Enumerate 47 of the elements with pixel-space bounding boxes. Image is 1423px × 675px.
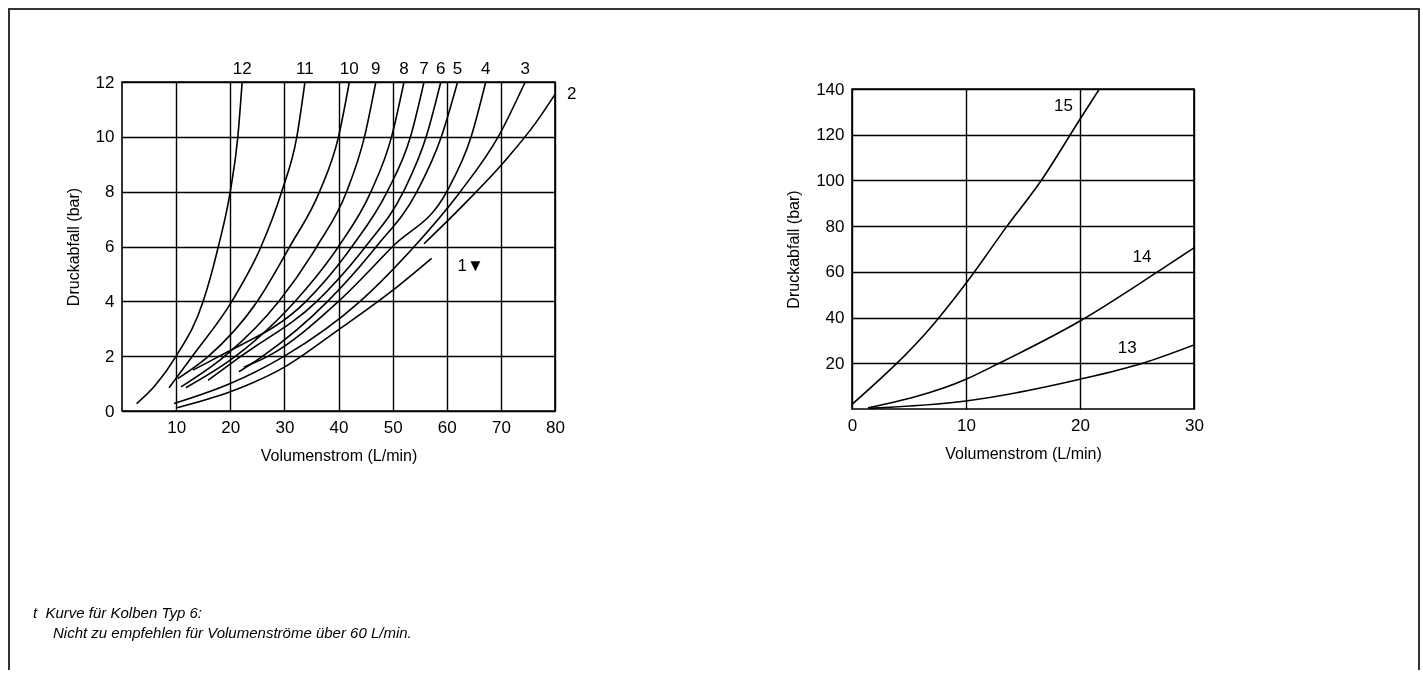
series-label: 4 xyxy=(480,59,491,78)
y-tick-label: 120 xyxy=(816,125,845,145)
text: t Kurve für Kolben Typ 6: xyxy=(33,603,203,623)
series-label: 2 xyxy=(567,84,577,104)
x-tick-label: 30 xyxy=(1185,415,1204,435)
x-tick-label: 60 xyxy=(437,417,457,437)
y-tick-label: 0 xyxy=(105,401,115,421)
series-label: 9 xyxy=(371,59,381,78)
series-label: 12 xyxy=(232,59,252,78)
y-tick-label: 100 xyxy=(816,170,845,190)
y-axis-title: Druckabfall (bar) xyxy=(785,190,803,309)
series-label: 11 xyxy=(296,59,314,78)
x-tick-label: 20 xyxy=(221,417,241,437)
y-tick-label: 12 xyxy=(95,72,115,92)
series-label: 15 xyxy=(1053,96,1073,115)
y-tick-label: 6 xyxy=(105,237,115,256)
series-label: 7 xyxy=(419,59,429,78)
series-label: 10 xyxy=(339,59,359,78)
series-label: 1▼ xyxy=(457,256,484,276)
y-tick-label: 140 xyxy=(816,79,845,99)
series-label: 14 xyxy=(1132,246,1152,266)
y-tick-label: 40 xyxy=(825,308,845,328)
x-tick-label: 10 xyxy=(957,415,976,435)
x-tick-label: 10 xyxy=(167,417,187,437)
y-tick-label: 60 xyxy=(825,262,845,282)
y-tick-label: 10 xyxy=(95,127,115,147)
x-axis-title: Volumenstrom (L/min) xyxy=(945,444,1102,462)
y-tick-label: 4 xyxy=(105,291,115,311)
x-axis-title: Volumenstrom (L/min) xyxy=(260,446,418,464)
series-label: 3 xyxy=(520,59,530,78)
x-tick-label: 80 xyxy=(546,417,565,437)
x-tick-label: 0 xyxy=(847,415,858,435)
series-label: 5 xyxy=(452,59,463,78)
y-tick-label: 80 xyxy=(825,216,845,236)
y-tick-label: 2 xyxy=(105,346,115,366)
series-label: 8 xyxy=(399,59,409,78)
x-tick-label: 30 xyxy=(275,417,295,437)
y-tick-label: 20 xyxy=(825,353,845,373)
series-label: 6 xyxy=(436,59,446,78)
x-tick-label: 20 xyxy=(1071,415,1090,435)
text: Nicht zu empfehlen für Volumenströme über 60 L/min. xyxy=(53,623,412,643)
y-tick-label: 8 xyxy=(105,182,115,202)
x-tick-label: 40 xyxy=(329,417,349,437)
x-tick-label: 70 xyxy=(491,417,511,437)
series-label: 13 xyxy=(1117,338,1137,358)
x-tick-label: 50 xyxy=(383,417,403,437)
y-axis-title: Druckabfall (bar) xyxy=(64,187,82,307)
